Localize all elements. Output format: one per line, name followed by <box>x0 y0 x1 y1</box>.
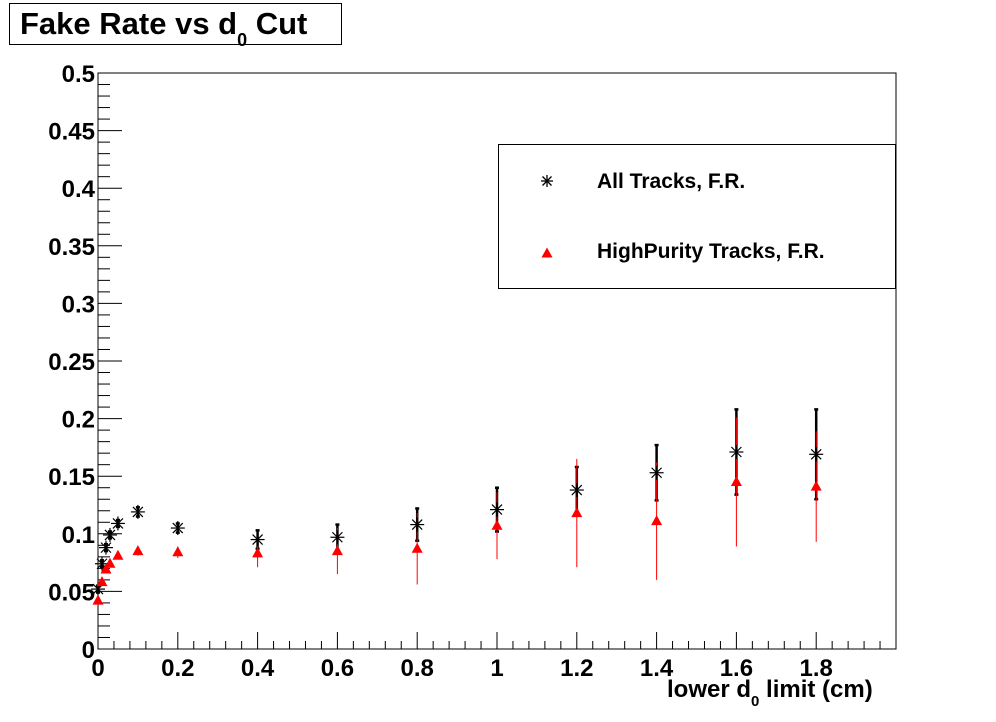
x-tick-label: 1.2 <box>560 655 593 682</box>
legend-star-marker <box>541 175 553 187</box>
y-tick-label: 0.45 <box>48 119 95 146</box>
data-point-highpurity-tracks <box>172 546 184 557</box>
legend: All Tracks, F.R. HighPurity Tracks, F.R. <box>498 144 896 289</box>
data-point-all-tracks <box>110 516 125 531</box>
data-point-highpurity-tracks <box>651 515 663 526</box>
data-point-all-tracks <box>809 447 824 462</box>
y-tick-label: 0.25 <box>48 349 95 376</box>
legend-label-highpurity-tracks: HighPurity Tracks, F.R. <box>597 240 825 263</box>
data-point-all-tracks <box>729 445 744 460</box>
axis-tick-labels: 0 0.2 0.4 0.6 0.8 1 1.2 1.4 1.6 1.8 0 0.05 0.1 0.15 0.… <box>48 61 833 682</box>
data-point-highpurity-tracks <box>411 542 423 553</box>
chart-title-box: Fake Rate vs d0 Cut <box>9 3 342 50</box>
data-point-highpurity-tracks <box>112 549 124 560</box>
y-tick-label: 0.15 <box>48 464 95 491</box>
y-tick-label: 0.3 <box>62 291 95 318</box>
data-point-all-tracks <box>490 502 504 517</box>
data-point-highpurity-tracks <box>104 557 116 568</box>
y-tick-label: 0.35 <box>48 234 95 261</box>
x-tick-label: 1 <box>490 655 503 682</box>
x-tick-label: 0.2 <box>161 655 194 682</box>
y-tick-label: 0.4 <box>62 176 96 203</box>
data-point-all-tracks <box>330 530 345 545</box>
x-axis-label: lower d0 limit (cm) <box>667 676 873 710</box>
y-tick-label: 0.1 <box>62 522 95 549</box>
legend-triangle-marker <box>541 247 553 258</box>
data-point-all-tracks <box>410 517 425 532</box>
x-tick-label: 1.8 <box>800 655 833 682</box>
data-point-all-tracks <box>98 540 113 555</box>
x-tick-label: 0.6 <box>321 655 354 682</box>
data-point-highpurity-tracks <box>132 545 144 556</box>
y-tick-label: 0.2 <box>62 407 95 434</box>
data-point-all-tracks <box>569 483 584 498</box>
data-point-all-tracks <box>649 465 664 480</box>
x-tick-label: 0.4 <box>241 655 275 682</box>
y-tick-label: 0.5 <box>62 61 95 88</box>
x-tick-label: 0 <box>91 655 104 682</box>
data-point-highpurity-tracks <box>96 576 108 587</box>
data-markers <box>91 445 824 605</box>
data-point-all-tracks <box>130 504 145 519</box>
chart-title: Fake Rate vs d0 Cut <box>20 6 308 50</box>
data-point-highpurity-tracks <box>331 545 343 556</box>
data-point-highpurity-tracks <box>491 519 503 530</box>
legend-label-all-tracks: All Tracks, F.R. <box>597 170 746 193</box>
x-tick-label: 1.4 <box>640 655 674 682</box>
data-point-highpurity-tracks <box>810 480 822 491</box>
data-point-all-tracks <box>170 521 185 536</box>
x-tick-label: 0.8 <box>401 655 434 682</box>
data-point-highpurity-tracks <box>100 563 112 574</box>
data-point-highpurity-tracks <box>571 507 583 518</box>
y-tick-label: 0 <box>82 637 95 664</box>
x-tick-label: 1.6 <box>720 655 753 682</box>
data-point-highpurity-tracks <box>252 547 264 558</box>
y-tick-label: 0.05 <box>48 579 95 606</box>
error-bars <box>96 408 819 605</box>
data-point-all-tracks <box>250 532 265 547</box>
data-point-highpurity-tracks <box>92 594 104 605</box>
data-point-highpurity-tracks <box>730 475 742 486</box>
data-point-all-tracks <box>102 527 117 542</box>
